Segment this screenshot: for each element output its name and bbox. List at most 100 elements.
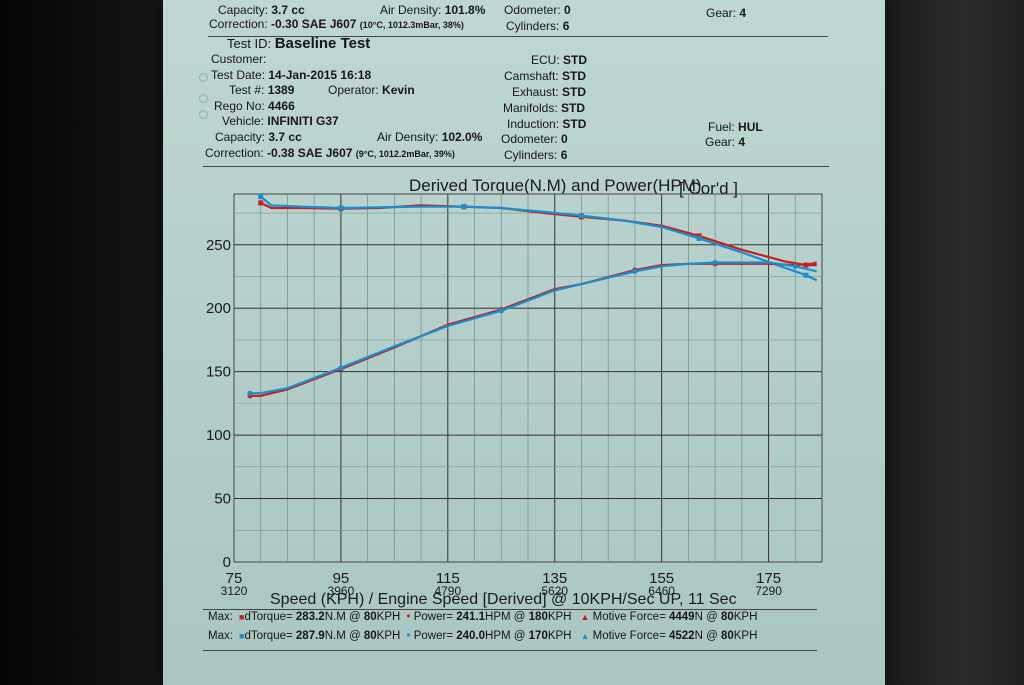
prev-capacity: Capacity: 3.7 cc xyxy=(218,3,305,17)
data-point xyxy=(803,272,809,278)
series-lines xyxy=(247,194,818,399)
series-1 xyxy=(258,194,818,282)
odometer: Odometer: 0 xyxy=(501,132,568,146)
data-point xyxy=(498,308,504,314)
data-point xyxy=(712,259,718,266)
force-unit: N @ xyxy=(694,611,721,623)
dyno-printout-sheet: Capacity: 3.7 cc Air Density: 101.8% Odo… xyxy=(163,0,885,685)
power-label: Power= xyxy=(410,611,457,623)
torque-at-unit: KPH xyxy=(376,630,401,642)
prev-air-density: Air Density: 101.8% xyxy=(380,3,486,17)
max-row: Max: ■dTorque= 287.9N.M @ 80KPH • Power= … xyxy=(208,630,757,642)
punch-hole xyxy=(199,73,208,82)
torque-label: dTorque= xyxy=(244,611,293,623)
data-point xyxy=(338,365,344,371)
manifolds: Manifolds: STD xyxy=(503,101,586,115)
divider xyxy=(203,609,817,610)
x-tick-label-speed: 175 xyxy=(756,570,781,587)
vehicle: Vehicle: INFINITI G37 xyxy=(222,114,339,128)
background-left xyxy=(0,0,165,685)
chart-title-suffix: [ Cor'd ] xyxy=(679,179,738,198)
triangle-marker: ▲ xyxy=(580,631,590,641)
data-point xyxy=(578,213,584,219)
power-at: 180 xyxy=(528,611,548,623)
max-label: Max: xyxy=(208,611,233,623)
gear: Gear: 4 xyxy=(705,135,746,149)
data-point xyxy=(258,200,264,206)
data-point xyxy=(247,390,253,396)
cylinders: Cylinders: 6 xyxy=(504,148,568,162)
power-at: 170 xyxy=(528,630,548,642)
torque-unit: N.M @ xyxy=(324,611,364,623)
operator: Operator: Kevin xyxy=(328,83,415,97)
series-3 xyxy=(247,259,817,396)
prev-cylinders: Cylinders: 6 xyxy=(506,19,570,33)
camshaft: Camshaft: STD xyxy=(504,69,587,83)
force-label: Motive Force= xyxy=(589,611,669,623)
max-row: Max: ■dTorque= 283.2N.M @ 80KPH • Power= … xyxy=(208,611,757,623)
x-tick-label-rpm: 6460 xyxy=(648,584,675,598)
data-point xyxy=(632,268,638,275)
x-tick-label-speed: 75 xyxy=(226,570,243,587)
rego-no: Rego No: 4466 xyxy=(214,99,295,113)
ecu: ECU: STD xyxy=(531,53,588,67)
test-number: Test #: 1389 xyxy=(229,83,295,97)
force-at-unit: KPH xyxy=(733,611,758,623)
torque-value: 287.9 xyxy=(292,630,325,642)
x-tick-label-speed: 95 xyxy=(333,570,350,587)
y-tick-label: 200 xyxy=(206,300,231,317)
power-at-unit: KPH xyxy=(547,630,572,642)
circle-marker: • xyxy=(403,611,411,623)
fuel: Fuel: HUL xyxy=(708,120,763,134)
data-point xyxy=(338,205,344,211)
x-tick-label-rpm: 3120 xyxy=(221,584,248,598)
correction: Correction: -0.38 SAE J607 (9°C, 1012.2m… xyxy=(205,146,455,160)
x-tick-label-rpm: 7290 xyxy=(755,584,782,598)
torque-at: 80 xyxy=(363,630,377,642)
square-marker: ■ xyxy=(239,631,245,641)
max-label: Max: xyxy=(208,630,233,642)
force-at: 80 xyxy=(720,611,734,623)
series-line xyxy=(259,195,818,282)
torque-unit: N.M @ xyxy=(324,630,364,642)
x-tick-label-speed: 135 xyxy=(542,570,567,587)
punch-hole xyxy=(199,110,208,119)
prev-gear: Gear: 4 xyxy=(706,6,747,20)
force-at: 80 xyxy=(720,630,734,642)
prev-correction: Correction: -0.30 SAE J607 (10°C, 1012.3… xyxy=(209,17,464,31)
y-tick-label: 150 xyxy=(206,364,231,381)
power-unit: HPM @ xyxy=(485,630,529,642)
x-tick-label-rpm: 5620 xyxy=(541,584,568,598)
y-tick-label: 250 xyxy=(206,237,231,254)
force-value: 4522 xyxy=(669,630,695,642)
series-line xyxy=(250,261,817,395)
capacity: Capacity: 3.7 cc xyxy=(215,130,302,144)
torque-power-chart: Derived Torque(N.M) and Power(HPM) [ Cor… xyxy=(206,176,823,608)
data-point xyxy=(461,204,467,210)
data-point xyxy=(696,233,702,239)
circle-marker: • xyxy=(403,630,411,642)
force-at-unit: KPH xyxy=(733,630,758,642)
punch-hole xyxy=(199,94,208,103)
square-marker: ■ xyxy=(239,612,245,622)
y-tick-labels: 0 50 100 150 200 250 xyxy=(206,237,231,571)
force-value: 4449 xyxy=(669,611,695,623)
triangle-marker: ▲ xyxy=(580,612,590,622)
test-id: Test ID: Baseline Test xyxy=(227,35,371,52)
divider xyxy=(208,36,828,37)
x-axis-label: Speed (KPH) / Engine Speed [Derived] @ 1… xyxy=(270,591,737,608)
power-at-unit: KPH xyxy=(547,611,572,623)
force-unit: N @ xyxy=(694,630,721,642)
x-tick-label-rpm: 4790 xyxy=(434,584,461,598)
torque-at: 80 xyxy=(363,611,377,623)
power-value: 241.1 xyxy=(456,611,486,623)
power-unit: HPM @ xyxy=(485,611,529,623)
force-label: Motive Force= xyxy=(589,630,669,642)
grid xyxy=(234,194,822,562)
torque-at-unit: KPH xyxy=(376,611,401,623)
power-value: 240.0 xyxy=(456,630,486,642)
prev-odometer: Odometer: 0 xyxy=(504,3,571,17)
series-2 xyxy=(247,261,817,399)
customer: Customer: xyxy=(211,52,267,66)
